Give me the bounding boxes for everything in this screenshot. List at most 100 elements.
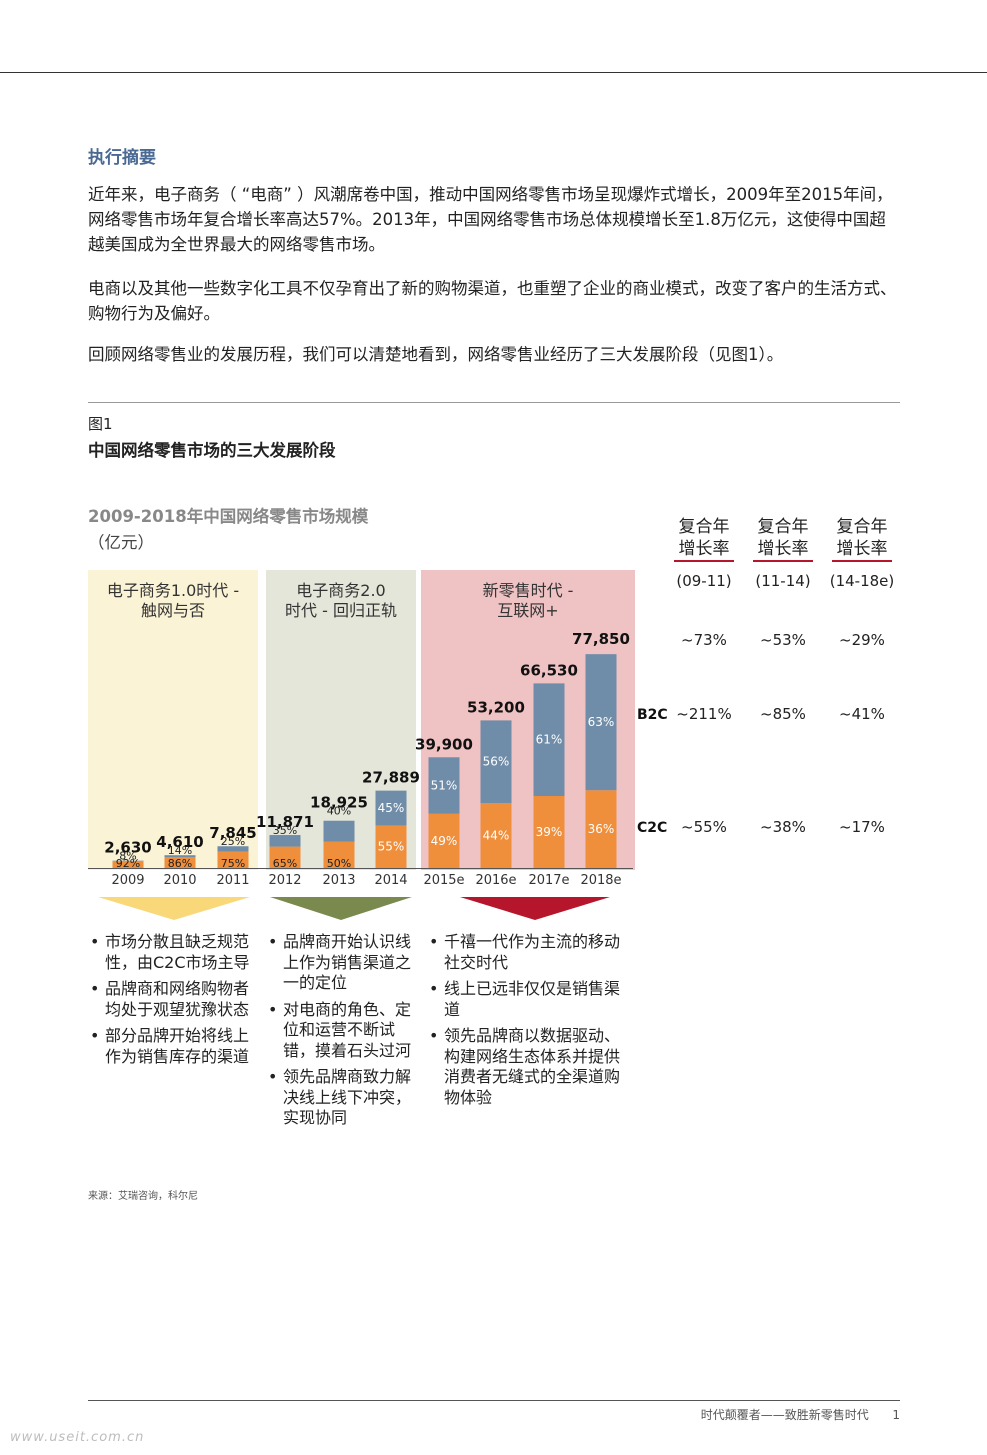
c2c-share-label: 39% bbox=[536, 825, 563, 839]
c2c-share-label: 92% bbox=[116, 857, 140, 870]
cagr-value: ~53% bbox=[760, 631, 806, 649]
watermark: www.useit.com.cn bbox=[10, 1430, 145, 1445]
bar-c2c bbox=[480, 803, 512, 868]
b2c-share-label: 14% bbox=[168, 844, 192, 857]
cagr-period: (09-11) bbox=[676, 572, 731, 590]
list-item: 对电商的角色、定位和运营不断试错，摸着石头过河 bbox=[266, 1000, 416, 1062]
cagr-value: ~211% bbox=[676, 705, 731, 723]
b2c-share-label: 61% bbox=[536, 733, 563, 747]
bar-total-label: 2,630 bbox=[104, 839, 151, 857]
cagr-value: ~38% bbox=[760, 818, 806, 836]
b2c-share-label: 63% bbox=[588, 715, 615, 729]
chart-unit: （亿元） bbox=[88, 533, 154, 552]
phase2-arrow bbox=[270, 897, 412, 920]
phase-title: 新零售时代 - bbox=[483, 581, 574, 600]
market-size-chart: 电子商务1.0时代 -触网与否 电子商务2.0时代 - 回归正轨 新零售时代 -互联… bbox=[88, 517, 894, 920]
bar-b2c bbox=[217, 846, 249, 852]
list-item: 线上已远非仅仅是销售渠道 bbox=[427, 979, 632, 1020]
cagr-period: (11-14) bbox=[755, 572, 810, 590]
b2c-share-label: 8% bbox=[119, 850, 136, 863]
bar-total-label: 39,900 bbox=[415, 735, 473, 753]
phase3-bullets: 千禧一代作为主流的移动社交时代 线上已远非仅仅是销售渠道 领先品牌商以数据驱动、… bbox=[427, 932, 632, 1114]
list-item: 品牌商和网络购物者均处于观望犹豫状态 bbox=[88, 979, 258, 1020]
c2c-share-label: 44% bbox=[483, 829, 510, 843]
bar-b2c bbox=[533, 683, 565, 797]
x-tick-label: 2009 bbox=[111, 873, 144, 888]
list-item: 市场分散且缺乏规范性，由C2C市场主导 bbox=[88, 932, 258, 973]
list-item: 千禧一代作为主流的移动社交时代 bbox=[427, 932, 632, 973]
cagr-row-label: C2C bbox=[637, 820, 667, 836]
bar-c2c bbox=[269, 846, 301, 868]
phase3-arrow bbox=[460, 897, 610, 920]
cagr-header: 复合年 bbox=[837, 517, 888, 537]
section-title: 执行摘要 bbox=[88, 148, 156, 168]
x-tick-label: 2010 bbox=[163, 873, 196, 888]
figure-label: 图1 bbox=[88, 415, 113, 433]
bar-total-label: 77,850 bbox=[572, 630, 630, 648]
section-divider bbox=[88, 402, 900, 403]
bar-b2c bbox=[375, 790, 407, 826]
x-tick-label: 2015e bbox=[423, 873, 464, 888]
bar-b2c bbox=[323, 820, 355, 842]
bar-total-label: 4,610 bbox=[156, 833, 203, 851]
page-number: 1 bbox=[892, 1408, 900, 1422]
bar-total-label: 27,889 bbox=[362, 769, 420, 787]
cagr-value: ~29% bbox=[839, 631, 885, 649]
x-tick-label: 2018e bbox=[580, 873, 621, 888]
phase2-bullets: 品牌商开始认识线上作为销售渠道之一的定位 对电商的角色、定位和运营不断试错，摸着… bbox=[266, 932, 416, 1135]
cagr-value: ~73% bbox=[681, 631, 727, 649]
b2c-share-label: 35% bbox=[273, 824, 297, 837]
phase-title: 电子商务2.0 bbox=[296, 581, 385, 600]
b2c-share-label: 40% bbox=[327, 804, 351, 817]
chart-title: 2009-2018年中国网络零售市场规模 bbox=[88, 507, 369, 526]
c2c-share-label: 86% bbox=[168, 857, 192, 870]
bar-total-label: 53,200 bbox=[467, 698, 525, 716]
c2c-share-label: 55% bbox=[378, 840, 405, 854]
c2c-share-label: 50% bbox=[327, 857, 351, 870]
list-item: 领先品牌商以数据驱动、构建网络生态体系并提供消费者无缝式的全渠道购物体验 bbox=[427, 1026, 632, 1108]
footer-title: 时代颠覆者——致胜新零售时代 bbox=[700, 1408, 869, 1422]
x-tick-label: 2016e bbox=[475, 873, 516, 888]
phase-title: 电子商务1.0时代 - bbox=[107, 581, 239, 600]
cagr-row-label: B2C bbox=[637, 707, 668, 723]
bar-c2c bbox=[533, 796, 565, 868]
phase1-arrow bbox=[98, 897, 250, 920]
b2c-share-label: 45% bbox=[378, 801, 405, 815]
bar-c2c bbox=[428, 813, 460, 868]
cagr-header: 增长率 bbox=[837, 539, 888, 559]
cagr-value: ~55% bbox=[681, 818, 727, 836]
paragraph-3: 回顾网络零售业的发展历程，我们可以清楚地看到，网络零售业经历了三大发展阶段（见图… bbox=[88, 345, 784, 364]
bar-b2c bbox=[480, 720, 512, 804]
cagr-header: 复合年 bbox=[679, 517, 730, 537]
cagr-header: 增长率 bbox=[679, 539, 730, 559]
phase1-bullets: 市场分散且缺乏规范性，由C2C市场主导 品牌商和网络购物者均处于观望犹豫状态 部… bbox=[88, 932, 258, 1073]
x-tick-label: 2017e bbox=[528, 873, 569, 888]
bar-c2c bbox=[164, 856, 196, 868]
bar-total-label: 18,925 bbox=[310, 793, 368, 811]
cagr-value: ~85% bbox=[760, 705, 806, 723]
bar-total-label: 66,530 bbox=[520, 661, 578, 679]
list-item: 领先品牌商致力解决线上线下冲突，实现协同 bbox=[266, 1067, 416, 1129]
bar-c2c bbox=[323, 841, 355, 868]
list-item: 部分品牌开始将线上作为销售库存的渠道 bbox=[88, 1026, 258, 1067]
cagr-value: ~17% bbox=[839, 818, 885, 836]
x-tick-label: 2014 bbox=[374, 873, 407, 888]
b2c-share-label: 56% bbox=[483, 755, 510, 769]
paragraph-2: 电商以及其他一些数字化工具不仅孕育出了新的购物渠道，也重塑了企业的商业模式，改变… bbox=[88, 279, 897, 323]
bar-b2c bbox=[585, 654, 617, 791]
b2c-share-label: 51% bbox=[431, 779, 458, 793]
phase-title: 触网与否 bbox=[141, 601, 205, 620]
bar-b2c bbox=[428, 757, 460, 814]
list-item: 品牌商开始认识线上作为销售渠道之一的定位 bbox=[266, 932, 416, 994]
phase-title: 互联网+ bbox=[497, 601, 558, 620]
phase-title: 时代 - 回归正轨 bbox=[285, 601, 397, 620]
top-rule bbox=[0, 72, 987, 73]
bar-c2c bbox=[585, 790, 617, 868]
c2c-share-label: 75% bbox=[221, 857, 245, 870]
x-tick-label: 2013 bbox=[322, 873, 355, 888]
bar-total-label: 11,871 bbox=[256, 813, 314, 831]
x-tick-label: 2012 bbox=[268, 873, 301, 888]
source-note: 来源：艾瑞咨询，科尔尼 bbox=[88, 1191, 198, 1202]
bar-c2c bbox=[375, 825, 407, 868]
b2c-share-label: 25% bbox=[221, 835, 245, 848]
